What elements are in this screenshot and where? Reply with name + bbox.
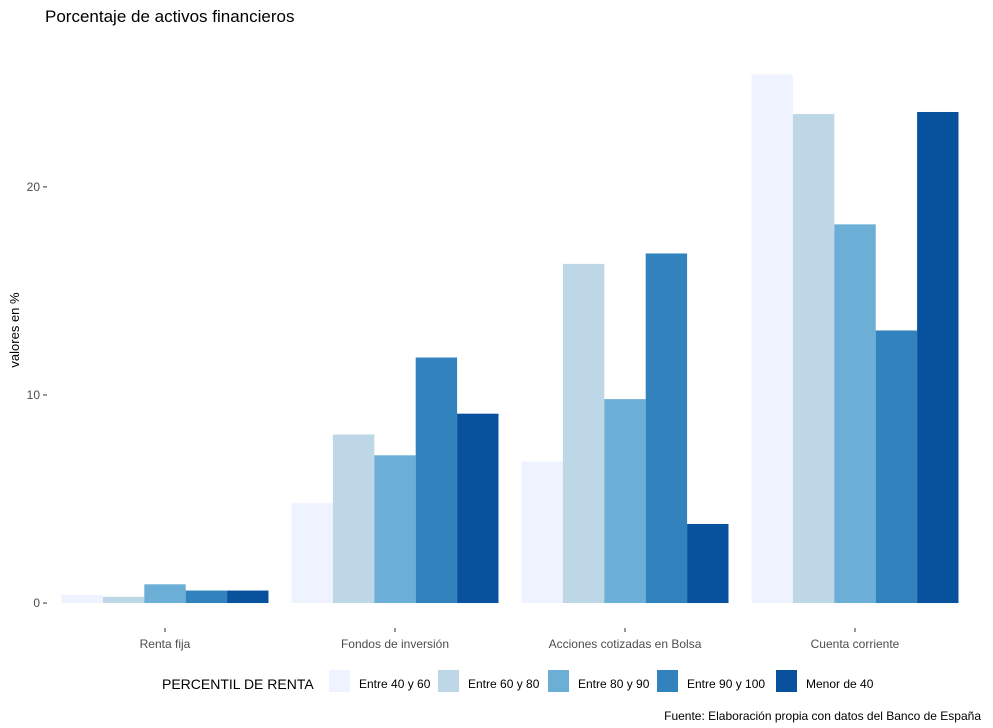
legend-label: Entre 60 y 80 <box>468 677 540 691</box>
bar <box>332 434 375 604</box>
bar <box>604 399 646 604</box>
legend-key <box>438 670 459 692</box>
bar <box>374 455 416 604</box>
bar <box>291 503 333 604</box>
caption: Fuente: Elaboración propia con datos del… <box>664 709 981 723</box>
bar <box>792 114 835 604</box>
bar <box>562 263 605 604</box>
bar <box>61 594 103 604</box>
chart-title: Porcentaje de activos financieros <box>45 7 294 26</box>
x-tick-label: Fondos de inversión <box>341 637 449 651</box>
bar <box>185 590 228 604</box>
legend-key <box>776 670 797 692</box>
legend-label: Entre 40 y 60 <box>359 677 431 691</box>
bar <box>875 330 918 604</box>
x-tick-label: Renta fija <box>140 637 191 651</box>
y-axis: 0 10 20 <box>27 180 47 610</box>
y-tick-label: 20 <box>27 180 41 194</box>
legend-label: Menor de 40 <box>806 677 874 691</box>
bar <box>687 523 729 604</box>
bar <box>102 596 145 604</box>
legend: PERCENTIL DE RENTA Entre 40 y 60 Entre 60… <box>162 670 874 692</box>
x-tick-label: Acciones cotizadas en Bolsa <box>549 637 702 651</box>
bars-group <box>61 74 959 604</box>
legend-label: Entre 90 y 100 <box>687 677 765 691</box>
x-tick-label: Cuenta corriente <box>811 637 900 651</box>
bar <box>917 111 959 604</box>
y-tick-label: 0 <box>33 596 40 610</box>
bar <box>751 74 793 604</box>
y-tick-label: 10 <box>27 388 41 402</box>
bar <box>415 357 458 604</box>
y-axis-title: valores en % <box>7 292 22 368</box>
bar <box>645 253 688 604</box>
bar <box>227 590 269 604</box>
legend-title: PERCENTIL DE RENTA <box>162 676 314 692</box>
bar <box>457 413 499 604</box>
legend-key <box>657 670 678 692</box>
legend-label: Entre 80 y 90 <box>578 677 650 691</box>
bar <box>144 584 186 604</box>
legend-key <box>548 670 569 692</box>
bar <box>834 224 876 604</box>
legend-key <box>329 670 350 692</box>
bar <box>521 461 563 604</box>
x-axis: Renta fija Fondos de inversión Acciones co… <box>140 628 900 651</box>
